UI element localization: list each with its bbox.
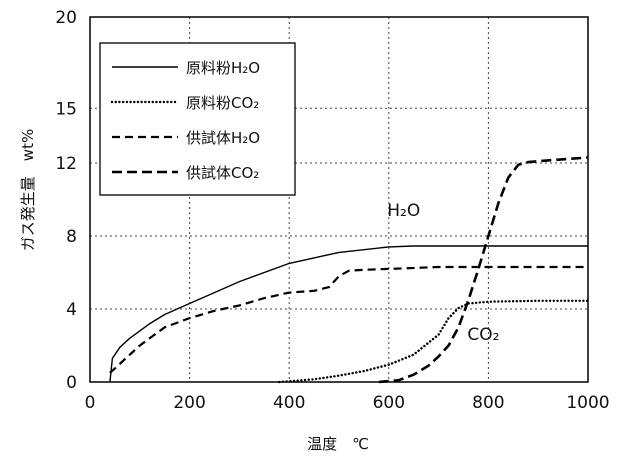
series-line-2 xyxy=(278,299,590,384)
y-tick-label: 4 xyxy=(66,300,77,320)
x-tick-label: 600 xyxy=(373,393,405,413)
y-tick-label: 0 xyxy=(66,373,77,393)
x-tick-label: 800 xyxy=(472,393,504,413)
legend-label-4: 供試体CO₂ xyxy=(186,164,259,182)
tick-labels: 0 200 400 600 800 1000 0 4 8 12 15 20 xyxy=(55,8,609,413)
legend-label-2: 原料粉CO₂ xyxy=(186,94,259,112)
y-tick-label: 20 xyxy=(55,8,77,28)
legend-label-1: 原料粉H₂O xyxy=(186,59,260,77)
annotation-1: H₂O xyxy=(387,201,420,221)
series-line-3 xyxy=(109,265,588,374)
legend: 原料粉H₂O 原料粉CO₂ 供試体H₂O 供試体CO₂ xyxy=(99,42,296,196)
annotations: H₂O CO₂ xyxy=(387,201,499,345)
y-tick-label: 12 xyxy=(55,154,77,174)
series-layer xyxy=(109,156,590,384)
legend-label-3: 供試体H₂O xyxy=(186,129,260,147)
y-axis-label: ガス発生量 wt% xyxy=(19,129,37,251)
series-line-1 xyxy=(109,245,588,383)
x-tick-label: 400 xyxy=(273,393,305,413)
y-tick-label: 15 xyxy=(55,99,77,119)
x-tick-label: 0 xyxy=(85,393,96,413)
series-line-4 xyxy=(378,156,589,384)
x-tick-label: 1000 xyxy=(566,393,609,413)
y-tick-label: 8 xyxy=(66,227,77,247)
plot-frame xyxy=(89,16,589,383)
annotation-2: CO₂ xyxy=(467,325,499,345)
x-tick-label: 200 xyxy=(173,393,205,413)
x-axis-label: 温度 ℃ xyxy=(307,435,369,453)
legend-box xyxy=(99,42,296,196)
